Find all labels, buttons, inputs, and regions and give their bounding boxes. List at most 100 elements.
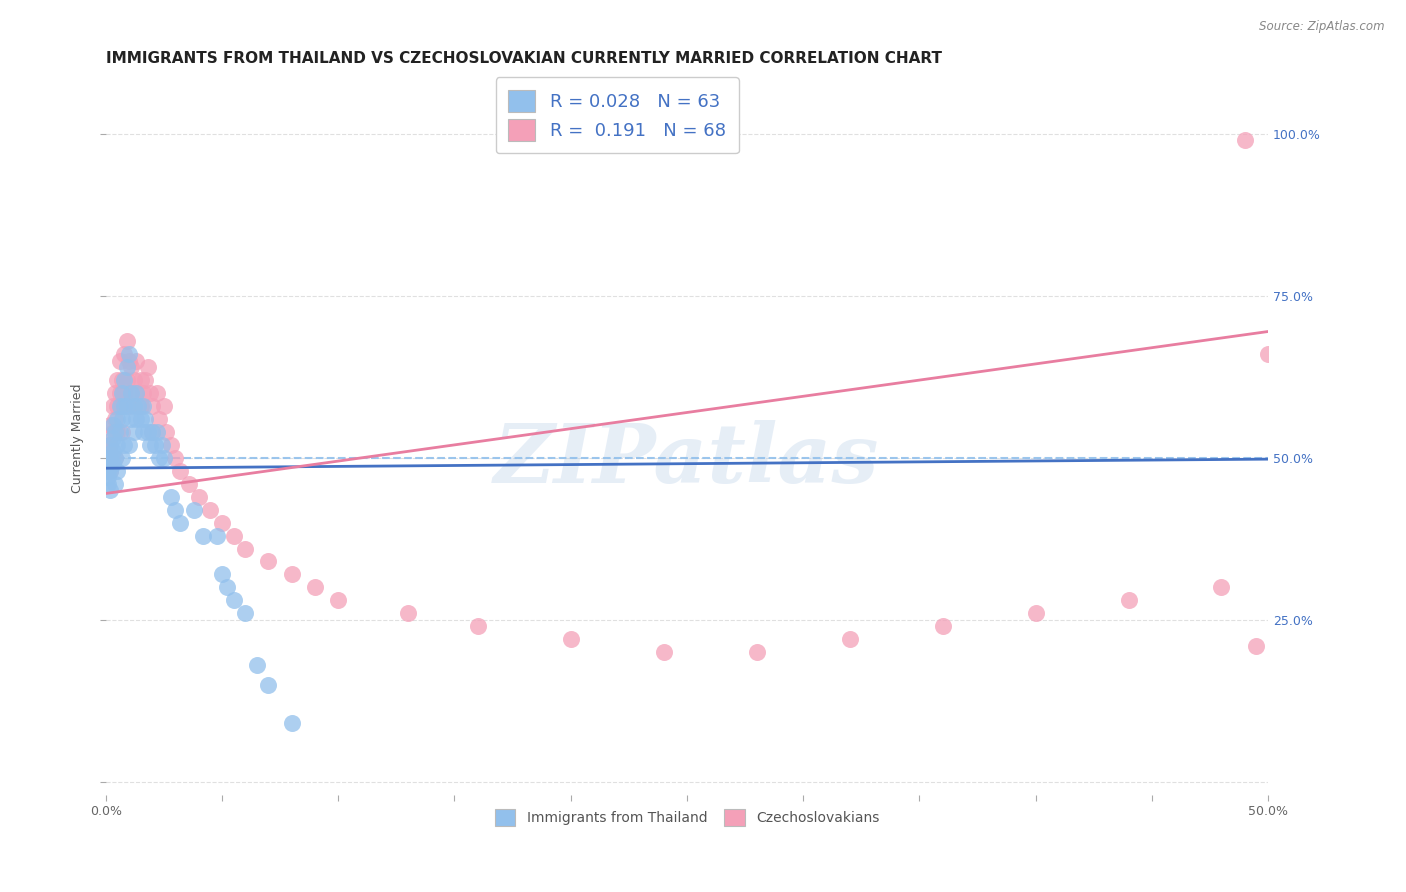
Point xyxy=(105,438,128,452)
Point xyxy=(125,386,148,401)
Point xyxy=(150,438,173,452)
Point xyxy=(129,399,152,413)
Point xyxy=(129,373,152,387)
Point xyxy=(141,425,163,439)
Point xyxy=(222,593,245,607)
Point xyxy=(120,412,142,426)
Point xyxy=(97,476,120,491)
Y-axis label: Currently Married: Currently Married xyxy=(72,384,84,493)
Point xyxy=(105,464,128,478)
Point xyxy=(153,399,176,413)
Point xyxy=(105,373,128,387)
Point xyxy=(112,438,135,452)
Point xyxy=(1211,581,1233,595)
Point xyxy=(132,425,155,439)
Point xyxy=(139,438,162,452)
Point xyxy=(111,386,134,401)
Point xyxy=(105,412,128,426)
Point xyxy=(745,645,768,659)
Point xyxy=(136,360,159,375)
Point xyxy=(139,386,162,401)
Point xyxy=(246,658,269,673)
Point xyxy=(118,347,141,361)
Point xyxy=(280,716,302,731)
Point xyxy=(105,399,128,413)
Point xyxy=(108,353,131,368)
Point xyxy=(125,412,148,426)
Point xyxy=(122,425,145,439)
Point xyxy=(122,399,145,413)
Point xyxy=(111,425,134,439)
Point xyxy=(257,554,280,568)
Point xyxy=(146,386,169,401)
Point xyxy=(97,438,120,452)
Point xyxy=(169,516,191,530)
Point xyxy=(467,619,489,633)
Point xyxy=(97,470,120,484)
Point xyxy=(211,567,233,582)
Point xyxy=(111,399,134,413)
Point xyxy=(104,425,127,439)
Point xyxy=(146,425,169,439)
Point xyxy=(101,418,124,433)
Point xyxy=(129,412,152,426)
Point xyxy=(132,399,155,413)
Point xyxy=(132,386,155,401)
Point xyxy=(1233,133,1256,147)
Text: IMMIGRANTS FROM THAILAND VS CZECHOSLOVAKIAN CURRENTLY MARRIED CORRELATION CHART: IMMIGRANTS FROM THAILAND VS CZECHOSLOVAK… xyxy=(105,51,942,66)
Point xyxy=(183,502,205,516)
Point xyxy=(187,490,209,504)
Point xyxy=(165,450,187,465)
Point xyxy=(100,464,122,478)
Point xyxy=(100,464,122,478)
Legend: Immigrants from Thailand, Czechoslovakians: Immigrants from Thailand, Czechoslovakia… xyxy=(486,800,887,834)
Point xyxy=(134,373,156,387)
Point xyxy=(104,412,127,426)
Point xyxy=(652,645,675,659)
Point xyxy=(160,490,183,504)
Point xyxy=(115,399,138,413)
Point xyxy=(108,425,131,439)
Point xyxy=(141,425,163,439)
Point xyxy=(112,386,135,401)
Point xyxy=(101,444,124,458)
Point xyxy=(328,593,350,607)
Point xyxy=(215,581,238,595)
Point xyxy=(207,528,229,542)
Point xyxy=(104,386,127,401)
Point xyxy=(108,386,131,401)
Point xyxy=(280,567,302,582)
Point xyxy=(97,464,120,478)
Point xyxy=(100,483,122,498)
Point xyxy=(200,502,222,516)
Point xyxy=(112,399,135,413)
Point xyxy=(111,412,134,426)
Point xyxy=(120,386,142,401)
Point xyxy=(101,399,124,413)
Point xyxy=(125,386,148,401)
Point xyxy=(101,458,124,472)
Point xyxy=(115,373,138,387)
Point xyxy=(104,476,127,491)
Point xyxy=(1118,593,1140,607)
Point xyxy=(97,450,120,465)
Point xyxy=(100,438,122,452)
Point xyxy=(100,450,122,465)
Point xyxy=(193,528,215,542)
Point xyxy=(396,607,419,621)
Point xyxy=(115,360,138,375)
Point xyxy=(560,632,582,647)
Point xyxy=(233,541,256,556)
Point xyxy=(169,464,191,478)
Point xyxy=(143,438,166,452)
Point xyxy=(120,360,142,375)
Point xyxy=(155,425,177,439)
Point xyxy=(125,353,148,368)
Point xyxy=(120,386,142,401)
Point xyxy=(105,425,128,439)
Point xyxy=(1025,607,1047,621)
Point xyxy=(118,399,141,413)
Point xyxy=(122,373,145,387)
Point xyxy=(141,399,163,413)
Point xyxy=(112,347,135,361)
